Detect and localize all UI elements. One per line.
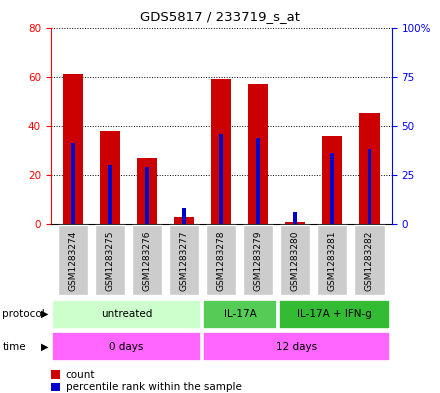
Bar: [62, 74, 83, 224]
FancyBboxPatch shape: [132, 226, 162, 295]
Bar: [174, 217, 194, 224]
Bar: [145, 167, 149, 224]
Bar: [219, 134, 223, 224]
Text: IL-17A + IFN-g: IL-17A + IFN-g: [297, 309, 372, 319]
Text: ▶: ▶: [41, 342, 49, 352]
Bar: [137, 158, 157, 224]
FancyBboxPatch shape: [317, 226, 348, 295]
Bar: [108, 165, 112, 224]
FancyBboxPatch shape: [206, 226, 236, 295]
Text: GSM1283279: GSM1283279: [254, 230, 263, 290]
FancyBboxPatch shape: [169, 226, 199, 295]
Text: GSM1283281: GSM1283281: [328, 230, 337, 290]
Bar: [257, 138, 260, 224]
Text: GSM1283274: GSM1283274: [68, 230, 77, 290]
Bar: [100, 130, 120, 224]
FancyBboxPatch shape: [58, 226, 88, 295]
FancyBboxPatch shape: [203, 332, 390, 361]
Bar: [71, 143, 75, 224]
FancyBboxPatch shape: [354, 226, 385, 295]
Text: untreated: untreated: [101, 309, 152, 319]
FancyBboxPatch shape: [95, 226, 125, 295]
Text: GSM1283280: GSM1283280: [291, 230, 300, 290]
Text: ▶: ▶: [41, 309, 49, 319]
FancyBboxPatch shape: [279, 299, 390, 329]
Text: time: time: [2, 342, 26, 352]
FancyBboxPatch shape: [52, 299, 201, 329]
Text: IL-17A: IL-17A: [224, 309, 257, 319]
Text: 0 days: 0 days: [109, 342, 143, 352]
Text: GSM1283276: GSM1283276: [143, 230, 151, 290]
Bar: [248, 84, 268, 224]
FancyBboxPatch shape: [203, 299, 277, 329]
Bar: [322, 136, 342, 224]
Text: GSM1283277: GSM1283277: [180, 230, 188, 290]
FancyBboxPatch shape: [280, 226, 311, 295]
Bar: [330, 153, 334, 224]
Bar: [211, 79, 231, 224]
Text: GDS5817 / 233719_s_at: GDS5817 / 233719_s_at: [140, 10, 300, 23]
Text: GSM1283278: GSM1283278: [216, 230, 226, 290]
Text: protocol: protocol: [2, 309, 45, 319]
Bar: [359, 114, 380, 224]
FancyBboxPatch shape: [243, 226, 273, 295]
Text: 12 days: 12 days: [276, 342, 317, 352]
Bar: [367, 149, 371, 224]
Bar: [285, 222, 305, 224]
Bar: [293, 212, 297, 224]
Text: GSM1283275: GSM1283275: [106, 230, 114, 290]
Text: percentile rank within the sample: percentile rank within the sample: [66, 382, 242, 392]
Text: count: count: [66, 369, 95, 380]
Bar: [182, 208, 186, 224]
FancyBboxPatch shape: [52, 332, 201, 361]
Text: GSM1283282: GSM1283282: [365, 230, 374, 290]
